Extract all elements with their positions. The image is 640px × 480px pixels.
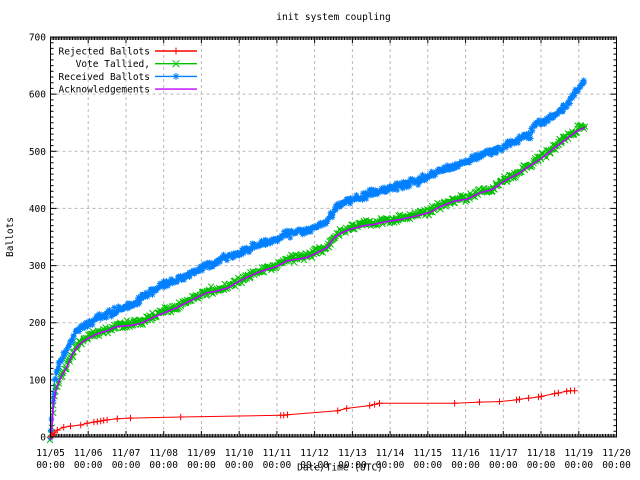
x-tick-date: 11/16 xyxy=(451,448,480,459)
legend-label: Acknowledgements xyxy=(58,85,150,96)
plot-generated: 010020030040050060070011/0500:0011/0600:… xyxy=(29,33,631,472)
x-axis-label: Date/Time (UTC) xyxy=(297,463,383,474)
legend-entry: Vote Tallied, xyxy=(76,59,197,70)
series-vote-tallied- xyxy=(46,122,589,444)
x-tick-date: 11/18 xyxy=(527,448,556,459)
x-tick-date: 11/11 xyxy=(263,448,292,459)
series-rejected-ballots xyxy=(47,387,578,441)
x-tick-date: 11/19 xyxy=(564,448,593,459)
x-tick-time: 00:00 xyxy=(300,460,329,471)
x-tick-time: 00:00 xyxy=(74,460,103,471)
x-tick-time: 00:00 xyxy=(451,460,480,471)
x-tick-time: 00:00 xyxy=(489,460,518,471)
x-tick-time: 00:00 xyxy=(527,460,556,471)
chart-title: init system coupling xyxy=(276,12,390,23)
x-tick-date: 11/05 xyxy=(36,448,65,459)
x-tick-date: 11/15 xyxy=(413,448,442,459)
series-acknowledgements xyxy=(49,126,586,439)
x-tick-time: 00:00 xyxy=(564,460,593,471)
x-tick-date: 11/09 xyxy=(187,448,216,459)
legend-label: Received Ballots xyxy=(58,72,150,83)
y-tick-label: 0 xyxy=(40,433,46,444)
x-tick-date: 11/17 xyxy=(489,448,518,459)
y-tick-label: 100 xyxy=(29,375,46,386)
x-tick-time: 00:00 xyxy=(413,460,442,471)
x-tick-time: 00:00 xyxy=(338,460,367,471)
x-tick-date: 11/10 xyxy=(225,448,254,459)
y-tick-label: 600 xyxy=(29,90,46,101)
legend-marker xyxy=(172,73,180,80)
x-tick-time: 00:00 xyxy=(225,460,254,471)
x-tick-time: 00:00 xyxy=(187,460,216,471)
legend-label: Rejected Ballots xyxy=(58,47,150,58)
plot-border xyxy=(50,36,617,438)
x-tick-date: 11/20 xyxy=(602,448,631,459)
x-tick-date: 11/08 xyxy=(149,448,178,459)
legend-entry: Received Ballots xyxy=(58,72,197,83)
x-tick-date: 11/14 xyxy=(376,448,405,459)
x-tick-time: 00:00 xyxy=(36,460,65,471)
x-tick-date: 11/12 xyxy=(300,448,329,459)
legend-marker xyxy=(172,59,180,68)
x-tick-time: 00:00 xyxy=(149,460,178,471)
x-tick-time: 00:00 xyxy=(376,460,405,471)
x-tick-time: 00:00 xyxy=(602,460,631,471)
y-tick-label: 700 xyxy=(29,33,46,44)
y-tick-label: 200 xyxy=(29,318,46,329)
x-tick-date: 11/13 xyxy=(338,448,367,459)
x-tick-time: 00:00 xyxy=(263,460,292,471)
legend-entry: Rejected Ballots xyxy=(58,47,197,58)
x-tick-date: 11/06 xyxy=(74,448,103,459)
y-tick-label: 400 xyxy=(29,204,46,215)
legend-marker xyxy=(172,47,180,55)
y-tick-label: 300 xyxy=(29,261,46,272)
legend-entry: Acknowledgements xyxy=(58,85,197,96)
y-tick-label: 500 xyxy=(29,147,46,158)
x-tick-time: 00:00 xyxy=(112,460,141,471)
y-axis-label: Ballots xyxy=(5,217,16,257)
series-received-ballots xyxy=(47,77,588,442)
legend-label: Vote Tallied, xyxy=(76,59,150,70)
x-tick-date: 11/07 xyxy=(112,448,141,459)
